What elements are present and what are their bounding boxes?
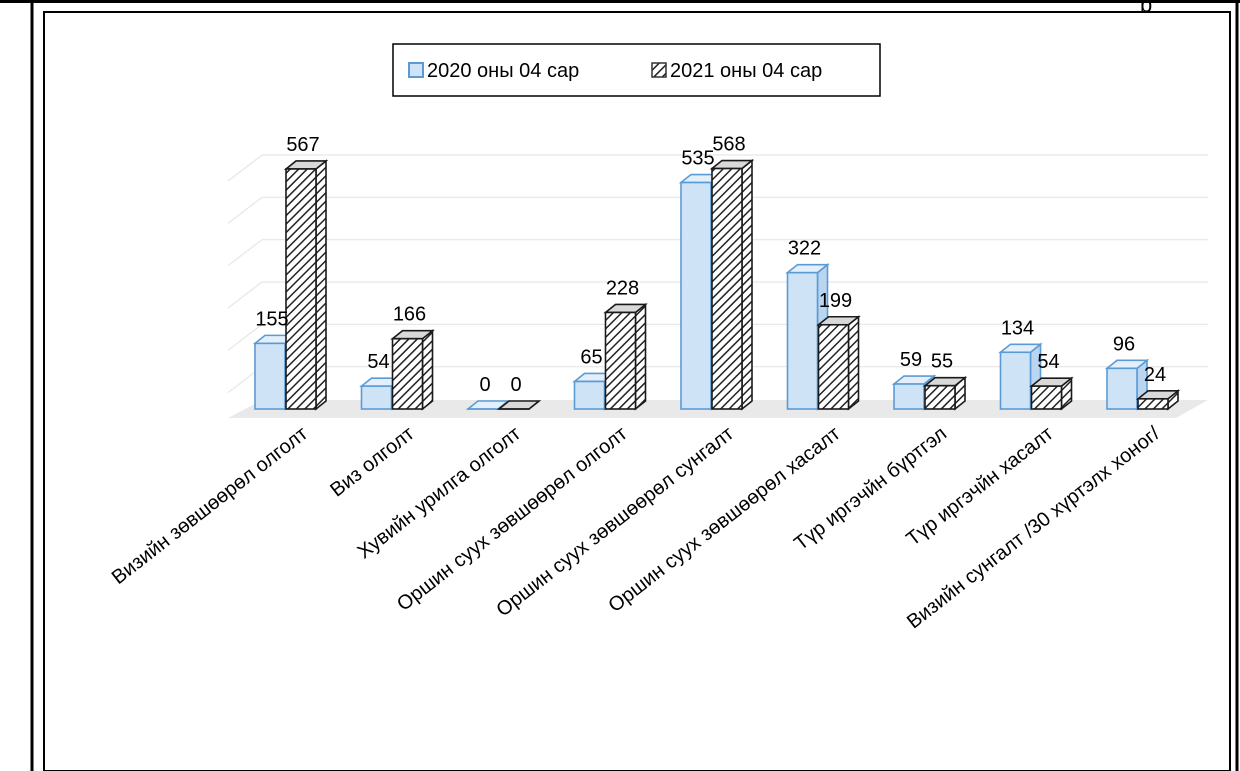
data-label: 24: [1144, 364, 1166, 386]
bar-front: [1137, 398, 1169, 410]
bar-side: [634, 302, 647, 411]
data-label: 567: [286, 134, 319, 156]
bar-front: [680, 181, 712, 410]
bar-side: [315, 159, 327, 411]
gridline-side: [227, 239, 263, 267]
bar-front: [924, 384, 956, 410]
bar-front: [999, 351, 1032, 410]
bar-1-7: [1029, 376, 1074, 411]
data-label: 96: [1113, 333, 1135, 355]
gridline-side: [227, 154, 263, 182]
gridline-side: [227, 323, 263, 351]
legend-label-2020: 2020 оны 04 сар: [427, 60, 579, 82]
legend-label-2021: 2021 оны 04 сар: [670, 60, 822, 82]
bar-1-6: [922, 376, 968, 411]
bar-front: [360, 385, 393, 410]
data-label: 322: [788, 238, 821, 260]
legend-swatch-2021: [651, 62, 667, 78]
data-label: 54: [1037, 351, 1059, 373]
data-label: 55: [931, 351, 953, 373]
bar-1-2: [496, 400, 542, 410]
bars: [252, 158, 1181, 411]
bar-front: [391, 337, 424, 410]
data-label: 54: [367, 351, 389, 373]
data-label: 134: [1001, 317, 1034, 339]
data-label: 65: [580, 346, 602, 368]
data-label: 535: [681, 148, 714, 170]
bar-1-5: [816, 315, 861, 411]
bar-front: [817, 323, 850, 410]
legend-swatch-2020: [408, 62, 424, 78]
bar-side: [847, 315, 860, 411]
data-label: 0: [510, 374, 521, 396]
data-label: 0: [479, 374, 490, 396]
bar-front: [573, 380, 606, 410]
bar-side: [741, 158, 753, 411]
gridline-side: [227, 196, 263, 224]
data-label: 199: [819, 290, 852, 312]
gridline-side: [227, 281, 263, 309]
bar-front: [786, 271, 819, 410]
data-label: 59: [900, 349, 922, 371]
bar-1-8: [1135, 389, 1181, 411]
bar-1-0: [283, 159, 329, 411]
bar-front: [1106, 367, 1138, 410]
bar-side: [421, 329, 434, 411]
bar-0-1: [359, 376, 404, 411]
bar-1-1: [390, 329, 435, 411]
bar-front: [711, 167, 743, 410]
bar-front: [285, 168, 317, 410]
bar-1-3: [603, 302, 648, 411]
legend-box: [392, 43, 881, 97]
legend: 2020 оны 04 сар 2021 оны 04 сар: [392, 43, 881, 97]
data-label: 568: [712, 134, 745, 156]
bar-1-4: [709, 158, 755, 411]
bar-0-5: [785, 263, 830, 411]
data-label: 166: [393, 304, 426, 326]
bar-front: [604, 311, 637, 410]
data-label: 155: [255, 308, 288, 330]
bar-front: [254, 342, 286, 410]
data-label: 228: [606, 277, 639, 299]
bar-front: [1030, 385, 1063, 410]
bar-front: [893, 383, 925, 410]
